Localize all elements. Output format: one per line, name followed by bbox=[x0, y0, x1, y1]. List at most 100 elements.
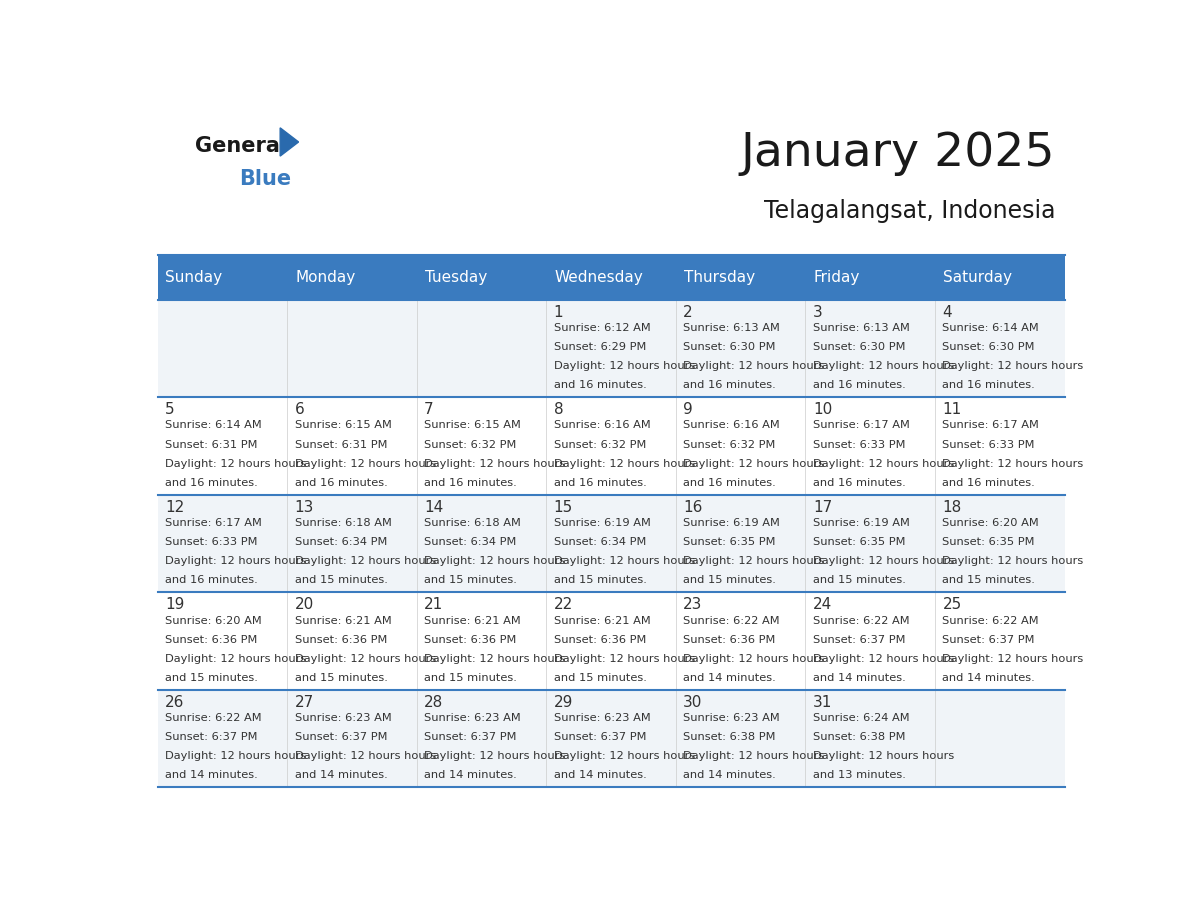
Text: Sunrise: 6:19 AM: Sunrise: 6:19 AM bbox=[554, 518, 651, 528]
Text: Daylight: 12 hours hours: Daylight: 12 hours hours bbox=[813, 654, 954, 664]
Text: 12: 12 bbox=[165, 499, 184, 515]
Text: Tuesday: Tuesday bbox=[424, 270, 487, 285]
Text: Sunset: 6:37 PM: Sunset: 6:37 PM bbox=[424, 733, 517, 742]
Text: Sunset: 6:38 PM: Sunset: 6:38 PM bbox=[813, 733, 905, 742]
Text: 21: 21 bbox=[424, 598, 443, 612]
Text: Wednesday: Wednesday bbox=[554, 270, 643, 285]
Text: Sunset: 6:35 PM: Sunset: 6:35 PM bbox=[683, 537, 776, 547]
Text: and 16 minutes.: and 16 minutes. bbox=[683, 477, 776, 487]
Text: Sunset: 6:36 PM: Sunset: 6:36 PM bbox=[295, 634, 387, 644]
Text: 4: 4 bbox=[942, 305, 952, 319]
Text: Sunset: 6:29 PM: Sunset: 6:29 PM bbox=[554, 342, 646, 352]
Text: Daylight: 12 hours hours: Daylight: 12 hours hours bbox=[813, 751, 954, 761]
Text: Sunset: 6:35 PM: Sunset: 6:35 PM bbox=[942, 537, 1035, 547]
Text: Daylight: 12 hours hours: Daylight: 12 hours hours bbox=[942, 556, 1083, 566]
Text: and 16 minutes.: and 16 minutes. bbox=[683, 380, 776, 390]
Text: Daylight: 12 hours hours: Daylight: 12 hours hours bbox=[683, 361, 824, 371]
Text: Sunrise: 6:23 AM: Sunrise: 6:23 AM bbox=[683, 713, 781, 723]
Text: 17: 17 bbox=[813, 499, 832, 515]
Text: Daylight: 12 hours hours: Daylight: 12 hours hours bbox=[683, 556, 824, 566]
Text: Sunset: 6:34 PM: Sunset: 6:34 PM bbox=[295, 537, 387, 547]
Text: and 14 minutes.: and 14 minutes. bbox=[683, 673, 776, 683]
Text: Daylight: 12 hours hours: Daylight: 12 hours hours bbox=[554, 459, 695, 469]
Text: 1: 1 bbox=[554, 305, 563, 319]
Text: and 14 minutes.: and 14 minutes. bbox=[424, 770, 517, 780]
Text: Daylight: 12 hours hours: Daylight: 12 hours hours bbox=[813, 556, 954, 566]
Text: Sunrise: 6:17 AM: Sunrise: 6:17 AM bbox=[165, 518, 261, 528]
Text: Daylight: 12 hours hours: Daylight: 12 hours hours bbox=[424, 459, 565, 469]
Text: Blue: Blue bbox=[239, 169, 291, 189]
Text: Sunset: 6:36 PM: Sunset: 6:36 PM bbox=[165, 634, 258, 644]
Text: Sunset: 6:33 PM: Sunset: 6:33 PM bbox=[942, 440, 1035, 450]
Text: Sunrise: 6:18 AM: Sunrise: 6:18 AM bbox=[424, 518, 522, 528]
Text: Sunset: 6:30 PM: Sunset: 6:30 PM bbox=[813, 342, 905, 352]
FancyBboxPatch shape bbox=[158, 495, 1064, 592]
Text: and 15 minutes.: and 15 minutes. bbox=[683, 576, 776, 586]
Text: Sunset: 6:31 PM: Sunset: 6:31 PM bbox=[295, 440, 387, 450]
Text: 15: 15 bbox=[554, 499, 573, 515]
Text: Daylight: 12 hours hours: Daylight: 12 hours hours bbox=[424, 556, 565, 566]
Text: Daylight: 12 hours hours: Daylight: 12 hours hours bbox=[942, 459, 1083, 469]
Text: Sunrise: 6:13 AM: Sunrise: 6:13 AM bbox=[683, 323, 781, 333]
Text: Sunrise: 6:21 AM: Sunrise: 6:21 AM bbox=[295, 616, 391, 625]
Text: and 16 minutes.: and 16 minutes. bbox=[813, 477, 905, 487]
FancyBboxPatch shape bbox=[158, 299, 1064, 397]
Text: Daylight: 12 hours hours: Daylight: 12 hours hours bbox=[165, 459, 307, 469]
Text: Saturday: Saturday bbox=[943, 270, 1012, 285]
Text: Daylight: 12 hours hours: Daylight: 12 hours hours bbox=[424, 751, 565, 761]
Text: Daylight: 12 hours hours: Daylight: 12 hours hours bbox=[554, 556, 695, 566]
Text: Daylight: 12 hours hours: Daylight: 12 hours hours bbox=[295, 751, 436, 761]
Text: Sunset: 6:36 PM: Sunset: 6:36 PM bbox=[424, 634, 517, 644]
Text: and 16 minutes.: and 16 minutes. bbox=[554, 477, 646, 487]
Text: 6: 6 bbox=[295, 402, 304, 417]
Text: Sunset: 6:37 PM: Sunset: 6:37 PM bbox=[942, 634, 1035, 644]
Text: Sunset: 6:38 PM: Sunset: 6:38 PM bbox=[683, 733, 776, 742]
Text: 20: 20 bbox=[295, 598, 314, 612]
Text: Sunset: 6:35 PM: Sunset: 6:35 PM bbox=[813, 537, 905, 547]
Text: Sunrise: 6:24 AM: Sunrise: 6:24 AM bbox=[813, 713, 910, 723]
FancyBboxPatch shape bbox=[158, 592, 1064, 689]
Text: and 14 minutes.: and 14 minutes. bbox=[942, 673, 1035, 683]
Text: Daylight: 12 hours hours: Daylight: 12 hours hours bbox=[813, 361, 954, 371]
Text: and 14 minutes.: and 14 minutes. bbox=[295, 770, 387, 780]
Text: and 16 minutes.: and 16 minutes. bbox=[942, 380, 1035, 390]
Text: Daylight: 12 hours hours: Daylight: 12 hours hours bbox=[683, 459, 824, 469]
Text: Sunset: 6:34 PM: Sunset: 6:34 PM bbox=[424, 537, 517, 547]
Text: Sunset: 6:30 PM: Sunset: 6:30 PM bbox=[683, 342, 776, 352]
Text: Sunset: 6:37 PM: Sunset: 6:37 PM bbox=[295, 733, 387, 742]
Text: Sunset: 6:36 PM: Sunset: 6:36 PM bbox=[683, 634, 776, 644]
Text: Sunrise: 6:14 AM: Sunrise: 6:14 AM bbox=[165, 420, 261, 431]
Polygon shape bbox=[280, 128, 298, 156]
Text: Daylight: 12 hours hours: Daylight: 12 hours hours bbox=[683, 751, 824, 761]
Text: 22: 22 bbox=[554, 598, 573, 612]
Text: Sunset: 6:31 PM: Sunset: 6:31 PM bbox=[165, 440, 258, 450]
Text: 24: 24 bbox=[813, 598, 832, 612]
Text: and 16 minutes.: and 16 minutes. bbox=[165, 477, 258, 487]
Text: and 16 minutes.: and 16 minutes. bbox=[295, 477, 387, 487]
Text: 2: 2 bbox=[683, 305, 693, 319]
Text: and 15 minutes.: and 15 minutes. bbox=[295, 673, 387, 683]
Text: Sunrise: 6:16 AM: Sunrise: 6:16 AM bbox=[683, 420, 781, 431]
Text: Sunrise: 6:22 AM: Sunrise: 6:22 AM bbox=[942, 616, 1040, 625]
Text: Sunset: 6:32 PM: Sunset: 6:32 PM bbox=[424, 440, 517, 450]
Text: 23: 23 bbox=[683, 598, 702, 612]
Text: Sunrise: 6:14 AM: Sunrise: 6:14 AM bbox=[942, 323, 1040, 333]
Text: Sunrise: 6:21 AM: Sunrise: 6:21 AM bbox=[424, 616, 520, 625]
Text: 5: 5 bbox=[165, 402, 175, 417]
Text: Daylight: 12 hours hours: Daylight: 12 hours hours bbox=[424, 654, 565, 664]
Text: Sunset: 6:32 PM: Sunset: 6:32 PM bbox=[683, 440, 776, 450]
Text: Sunset: 6:30 PM: Sunset: 6:30 PM bbox=[942, 342, 1035, 352]
Text: Sunrise: 6:22 AM: Sunrise: 6:22 AM bbox=[165, 713, 261, 723]
Text: Daylight: 12 hours hours: Daylight: 12 hours hours bbox=[165, 654, 307, 664]
Text: and 13 minutes.: and 13 minutes. bbox=[813, 770, 905, 780]
Text: 26: 26 bbox=[165, 695, 184, 710]
Text: and 14 minutes.: and 14 minutes. bbox=[554, 770, 646, 780]
Text: 8: 8 bbox=[554, 402, 563, 417]
Text: and 16 minutes.: and 16 minutes. bbox=[554, 380, 646, 390]
Text: and 15 minutes.: and 15 minutes. bbox=[424, 576, 517, 586]
Text: Daylight: 12 hours hours: Daylight: 12 hours hours bbox=[554, 751, 695, 761]
Text: Sunset: 6:36 PM: Sunset: 6:36 PM bbox=[554, 634, 646, 644]
FancyBboxPatch shape bbox=[158, 689, 1064, 788]
Text: Friday: Friday bbox=[814, 270, 860, 285]
Text: Sunset: 6:34 PM: Sunset: 6:34 PM bbox=[554, 537, 646, 547]
